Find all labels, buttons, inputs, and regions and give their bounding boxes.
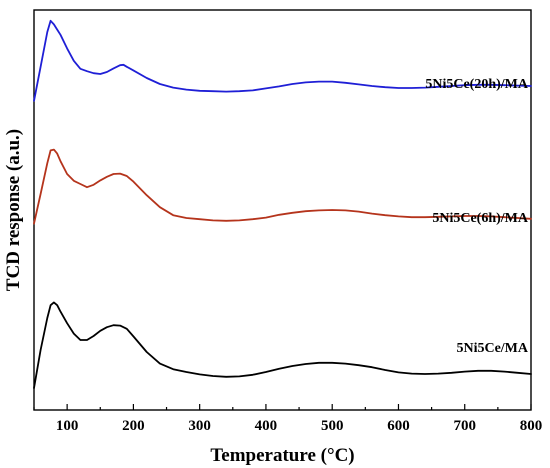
- series-lines: [33, 19, 532, 389]
- x-tick-label: 400: [255, 418, 278, 434]
- x-axis-tick-labels: 100 200 300 400 500 600 700 800: [56, 418, 542, 434]
- y-axis-title: TCD response (a.u.): [3, 129, 24, 291]
- series-label-1: 5Ni5Ce(20h)/MA: [425, 77, 529, 92]
- x-tick-label: 600: [387, 418, 410, 434]
- x-axis-title: Temperature (°C): [210, 445, 354, 466]
- series-line-2: [33, 148, 532, 225]
- x-tick-label: 200: [122, 418, 145, 434]
- x-axis-ticks: [33, 404, 532, 410]
- series-label-2: 5Ni5Ce(6h)/MA: [432, 211, 529, 226]
- series-label-3: 5Ni5Ce/MA: [456, 341, 528, 356]
- plot-frame: [33, 9, 532, 411]
- x-tick-label: 300: [188, 418, 211, 434]
- x-tick-label: 100: [56, 418, 79, 434]
- x-tick-label: 700: [453, 418, 476, 434]
- series-line-1: [33, 19, 532, 102]
- x-tick-label: 500: [321, 418, 344, 434]
- series-line-3: [33, 301, 532, 389]
- x-tick-label: 800: [520, 418, 543, 434]
- series-labels: 5Ni5Ce(20h)/MA 5Ni5Ce(6h)/MA 5Ni5Ce/MA: [425, 77, 529, 356]
- plot-border: [33, 9, 532, 411]
